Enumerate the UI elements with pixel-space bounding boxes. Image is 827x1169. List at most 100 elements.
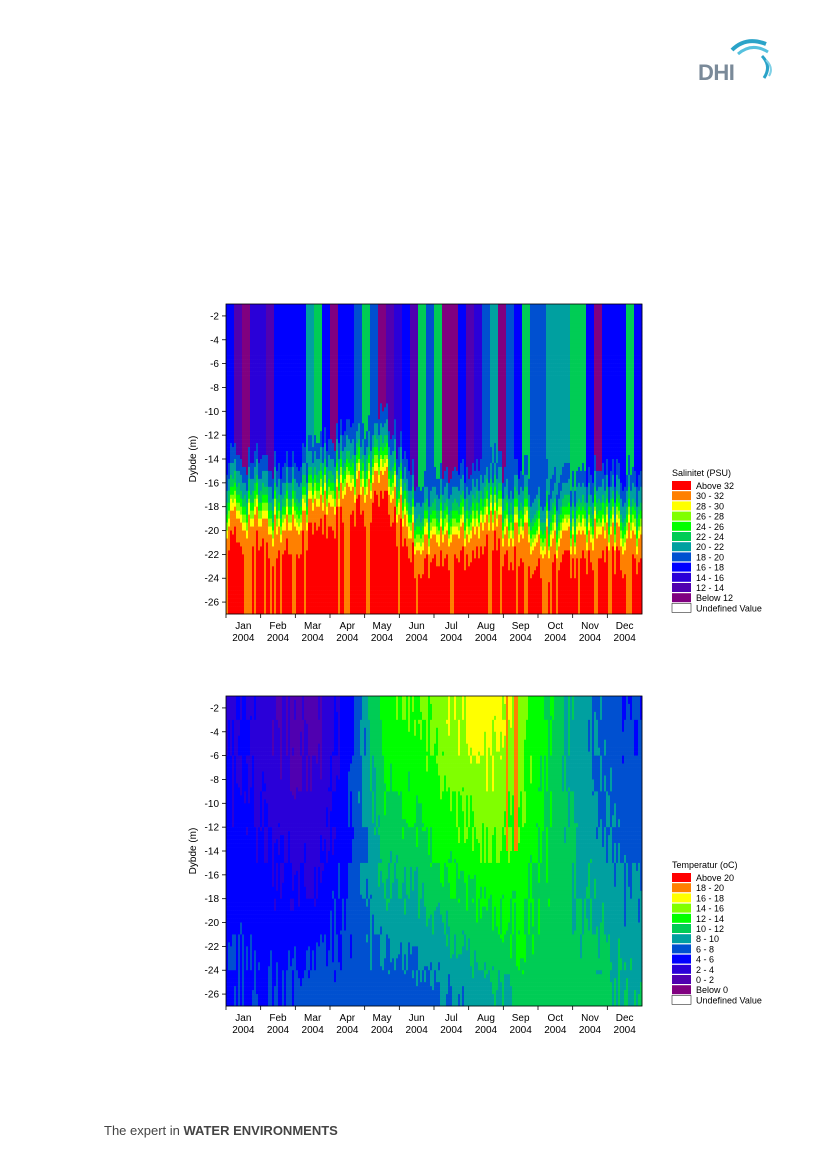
heatmap-cell xyxy=(332,498,335,504)
heatmap-cell xyxy=(254,407,257,412)
heatmap-cell xyxy=(306,375,309,380)
heatmap-cell xyxy=(294,542,297,547)
heatmap-cell xyxy=(304,526,307,531)
heatmap-cell xyxy=(324,371,327,376)
heatmap-cell xyxy=(234,566,237,571)
heatmap-cell xyxy=(260,606,263,611)
heatmap-cell xyxy=(326,339,329,345)
heatmap-cell xyxy=(260,534,263,539)
heatmap-cell xyxy=(336,419,339,424)
heatmap-cell xyxy=(258,502,261,507)
heatmap-cell xyxy=(250,586,253,591)
heatmap-cell xyxy=(318,331,321,337)
heatmap-cell xyxy=(300,387,303,392)
heatmap-cell xyxy=(278,538,281,543)
heatmap-cell xyxy=(286,538,289,543)
heatmap-cell xyxy=(270,351,273,356)
heatmap-cell xyxy=(330,459,333,464)
heatmap-cell xyxy=(340,498,343,504)
heatmap-cell xyxy=(244,474,247,480)
heatmap-cell xyxy=(342,602,345,607)
heatmap-cell xyxy=(248,359,251,364)
heatmap-cell xyxy=(310,455,313,460)
heatmap-cell xyxy=(246,526,249,531)
heatmap-cell xyxy=(318,610,321,615)
heatmap-cell xyxy=(256,391,259,396)
heatmap-cell xyxy=(350,550,353,555)
heatmap-cell xyxy=(346,602,349,607)
heatmap-cell xyxy=(238,331,241,337)
heatmap-cell xyxy=(260,530,263,535)
heatmap-cell xyxy=(334,498,337,504)
heatmap-cell xyxy=(260,482,263,488)
heatmap-cell xyxy=(300,335,303,341)
heatmap-cell xyxy=(306,502,309,507)
heatmap-cell xyxy=(258,411,261,416)
heatmap-cell xyxy=(352,459,355,464)
heatmap-cell xyxy=(306,339,309,345)
heatmap-cell xyxy=(270,562,273,567)
heatmap-cell xyxy=(228,407,231,412)
heatmap-cell xyxy=(342,490,345,496)
heatmap-cell xyxy=(234,558,237,563)
heatmap-cell xyxy=(342,550,345,555)
heatmap-cell xyxy=(338,435,341,440)
heatmap-cell xyxy=(242,379,245,384)
heatmap-cell xyxy=(230,558,233,563)
heatmap-cell xyxy=(246,327,249,333)
heatmap-cell xyxy=(248,550,251,555)
heatmap-cell xyxy=(308,427,311,432)
heatmap-cell xyxy=(318,323,321,329)
heatmap-cell xyxy=(272,586,275,591)
heatmap-cell xyxy=(268,610,271,615)
heatmap-cell xyxy=(284,391,287,396)
heatmap-cell xyxy=(256,530,259,535)
heatmap-cell xyxy=(342,375,345,380)
heatmap-cell xyxy=(226,383,229,388)
heatmap-cell xyxy=(348,427,351,432)
heatmap-cell xyxy=(284,490,287,496)
heatmap-cell xyxy=(336,498,339,504)
heatmap-cell xyxy=(290,387,293,392)
heatmap-cell xyxy=(304,506,307,511)
heatmap-cell xyxy=(282,415,285,420)
heatmap-cell xyxy=(338,502,341,507)
heatmap-cell xyxy=(256,399,259,404)
heatmap-cell xyxy=(254,522,257,527)
heatmap-cell xyxy=(310,331,313,337)
heatmap-cell xyxy=(292,455,295,460)
heatmap-cell xyxy=(322,546,325,551)
heatmap-cell xyxy=(316,518,319,523)
heatmap-cell xyxy=(302,439,305,444)
heatmap-cell xyxy=(264,339,267,345)
heatmap-cell xyxy=(328,578,331,583)
heatmap-cell xyxy=(302,363,305,368)
heatmap-cell xyxy=(234,387,237,392)
heatmap-cell xyxy=(244,331,247,337)
heatmap-cell xyxy=(240,391,243,396)
heatmap-cell xyxy=(294,594,297,599)
heatmap-cell xyxy=(336,367,339,372)
heatmap-cell xyxy=(262,379,265,384)
heatmap-cell xyxy=(316,447,319,452)
heatmap-cell xyxy=(302,415,305,420)
heatmap-cell xyxy=(252,319,255,325)
heatmap-cell xyxy=(304,431,307,436)
heatmap-cell xyxy=(280,391,283,396)
heatmap-cell xyxy=(316,482,319,488)
heatmap-cell xyxy=(352,530,355,535)
heatmap-cell xyxy=(318,514,321,519)
heatmap-cell xyxy=(236,590,239,595)
heatmap-cell xyxy=(284,574,287,579)
heatmap-cell xyxy=(250,411,253,416)
heatmap-cell xyxy=(292,462,295,468)
heatmap-cell xyxy=(242,347,245,352)
heatmap-cell xyxy=(260,351,263,356)
heatmap-cell xyxy=(318,367,321,372)
heatmap-cell xyxy=(228,451,231,456)
heatmap-cell xyxy=(340,522,343,527)
heatmap-cell xyxy=(308,399,311,404)
heatmap-cell xyxy=(280,427,283,432)
heatmap-cell xyxy=(246,351,249,356)
heatmap-cell xyxy=(238,304,241,309)
